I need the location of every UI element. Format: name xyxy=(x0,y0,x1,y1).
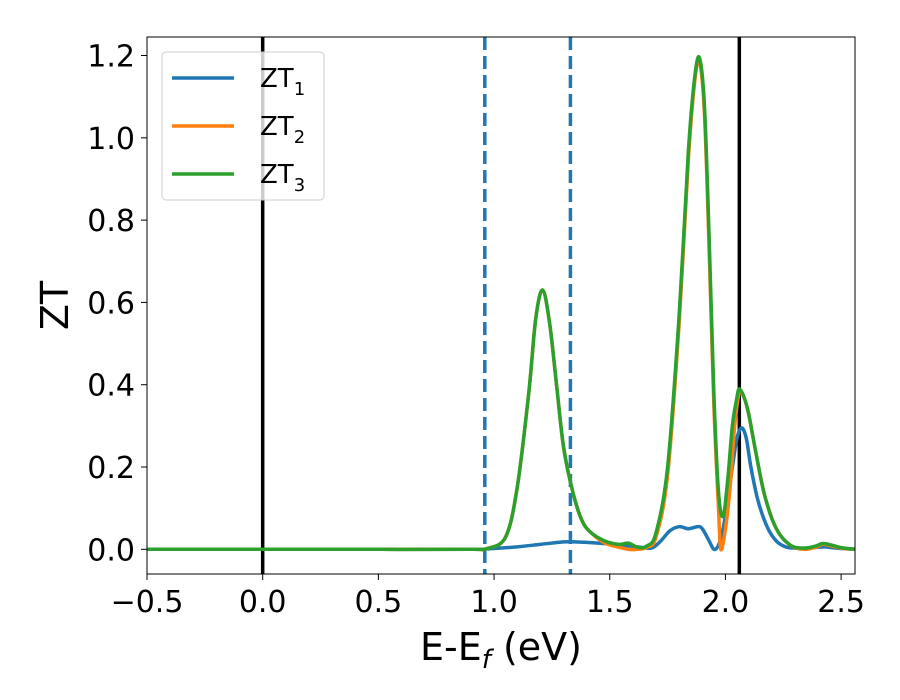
x-axis-label-suffix: (eV) xyxy=(491,625,582,669)
plot-area xyxy=(146,36,856,575)
y-tick-label: 1.2 xyxy=(87,40,135,75)
y-tick-label: 1.0 xyxy=(87,122,135,157)
series-lines xyxy=(147,55,855,552)
legend-label-main: ZT xyxy=(260,112,294,142)
x-tick-label: −0.5 xyxy=(111,585,184,620)
y-axis-ticks: 0.0 0.2 0.4 0.6 0.8 1.0 1.2 xyxy=(87,40,147,568)
legend-box xyxy=(161,51,325,201)
y-axis-label: ZT xyxy=(33,280,77,330)
x-tick-label: 1.5 xyxy=(586,585,634,620)
x-axis-ticks: −0.5 0.0 0.5 1.0 1.5 2.0 2.5 xyxy=(111,574,865,620)
y-tick-label: 0.0 xyxy=(87,533,135,568)
legend-label-sub: 3 xyxy=(294,175,305,196)
y-tick-label: 0.6 xyxy=(87,286,135,321)
legend-label-main: ZT xyxy=(260,64,294,94)
legend-label-2: ZT2 xyxy=(260,112,305,148)
series-line-3 xyxy=(147,55,855,552)
y-tick-label: 0.8 xyxy=(87,204,135,239)
reference-lines xyxy=(260,37,742,574)
legend-label-1: ZT1 xyxy=(260,64,305,100)
legend-label-sub: 1 xyxy=(294,79,305,100)
x-tick-label: 1.0 xyxy=(470,585,518,620)
x-tick-label: 2.0 xyxy=(702,585,750,620)
x-axis-label: E-Ef (eV) xyxy=(420,625,582,675)
y-tick-label: 0.2 xyxy=(87,451,135,486)
x-tick-label: 0.0 xyxy=(239,585,287,620)
axes-frame xyxy=(146,36,856,575)
legend-label-sub: 2 xyxy=(294,127,305,148)
series-line-1 xyxy=(147,426,855,552)
legend-label-3: ZT3 xyxy=(260,160,305,196)
x-tick-label: 2.5 xyxy=(817,585,865,620)
y-tick-label: 0.4 xyxy=(87,369,135,404)
legend-label-main: ZT xyxy=(260,160,294,190)
x-tick-label: 0.5 xyxy=(355,585,403,620)
x-axis-label-main: E-E xyxy=(420,625,482,669)
